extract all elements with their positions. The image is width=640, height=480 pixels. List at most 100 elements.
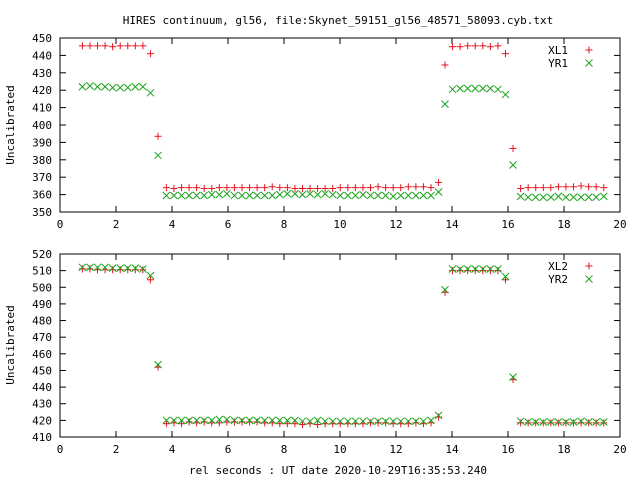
data-point: [246, 184, 254, 192]
bottom-panel: 410 420 430 440 450 460 470 480 490 500 510 520 0 2 4 6…: [4, 248, 627, 456]
data-point: [456, 267, 464, 275]
data-point: [139, 266, 147, 274]
x-tick-label: 12: [389, 443, 402, 456]
data-point: [321, 185, 329, 193]
data-point: [539, 418, 548, 426]
data-point: [539, 184, 547, 192]
data-point: [94, 42, 102, 50]
series-XL1: [78, 42, 608, 193]
y-tick-label: 510: [32, 265, 52, 278]
data-point: [336, 191, 345, 200]
y-tick-label: 420: [32, 84, 52, 97]
data-point: [139, 82, 147, 91]
data-point: [351, 417, 360, 426]
data-point: [245, 191, 254, 200]
data-point: [577, 417, 585, 426]
data-point: [313, 416, 322, 425]
y-axis-label: Uncalibrated: [4, 305, 17, 384]
data-point: [268, 416, 277, 425]
series-XL2: [78, 265, 608, 429]
data-point: [230, 191, 239, 200]
data-point: [238, 184, 246, 192]
y-tick-label: 450: [32, 32, 52, 45]
data-point: [546, 418, 555, 426]
data-point: [554, 192, 563, 201]
x-tick-label: 18: [557, 218, 570, 231]
data-point: [592, 183, 600, 191]
data-point: [238, 418, 246, 426]
data-point: [223, 415, 231, 424]
data-point: [124, 42, 132, 50]
data-point: [314, 185, 322, 193]
data-point: [336, 184, 344, 192]
data-point: [381, 191, 390, 200]
data-point: [162, 191, 171, 200]
data-point: [546, 193, 555, 202]
data-point: [344, 184, 352, 192]
data-point: [404, 183, 412, 191]
data-point: [419, 191, 428, 200]
data-point: [253, 191, 261, 200]
data-point: [291, 420, 299, 428]
data-point: [101, 42, 109, 50]
data-point: [291, 416, 299, 425]
data-point: [359, 184, 367, 192]
data-point: [207, 416, 216, 425]
x-tick-label: 4: [169, 443, 176, 456]
series-YR2: [78, 263, 608, 426]
data-point: [494, 42, 502, 50]
data-point: [448, 265, 457, 273]
data-point: [517, 185, 525, 193]
data-point: [86, 263, 94, 272]
data-point: [396, 191, 405, 200]
data-point: [539, 419, 547, 427]
data-point: [516, 192, 525, 201]
data-point: [215, 419, 223, 427]
data-point: [486, 43, 494, 51]
data-point: [509, 373, 517, 381]
data-point: [306, 185, 314, 193]
x-tick-label: 10: [333, 218, 346, 231]
data-point: [531, 418, 540, 426]
y-tick-label: 430: [32, 398, 52, 411]
data-point: [146, 50, 154, 58]
data-point: [200, 191, 209, 200]
figure-title: HIRES continuum, gl56, file:Skynet_59151…: [123, 14, 553, 27]
data-point: [562, 419, 570, 427]
data-point: [109, 43, 117, 51]
data-point: [170, 185, 178, 193]
y-tick-label: 440: [32, 381, 52, 394]
data-point: [230, 418, 238, 426]
data-point: [532, 419, 540, 427]
data-point: [449, 43, 457, 51]
data-point: [412, 191, 420, 200]
data-point: [343, 417, 352, 426]
data-point: [146, 276, 154, 284]
data-point: [268, 191, 277, 200]
data-point: [109, 266, 117, 274]
data-point: [306, 417, 314, 426]
data-point: [192, 416, 201, 425]
y-tick-label: 350: [32, 206, 52, 219]
y-tick-label: 430: [32, 67, 52, 80]
data-point: [516, 417, 525, 426]
data-point: [185, 418, 193, 426]
data-point: [146, 88, 155, 97]
data-point: [261, 184, 269, 192]
data-point: [253, 416, 261, 425]
data-point: [389, 417, 398, 426]
data-point: [554, 183, 562, 191]
data-point: [463, 84, 472, 93]
data-point: [562, 418, 570, 426]
data-point: [245, 416, 254, 425]
legend-marker: [585, 59, 593, 67]
data-point: [193, 184, 201, 192]
data-point: [509, 144, 517, 152]
data-point: [441, 61, 449, 69]
data-point: [456, 43, 464, 51]
y-tick-label: 450: [32, 364, 52, 377]
series-YR1: [78, 81, 608, 202]
y-tick-label: 420: [32, 414, 52, 427]
data-point: [524, 193, 533, 202]
data-point: [441, 285, 449, 294]
